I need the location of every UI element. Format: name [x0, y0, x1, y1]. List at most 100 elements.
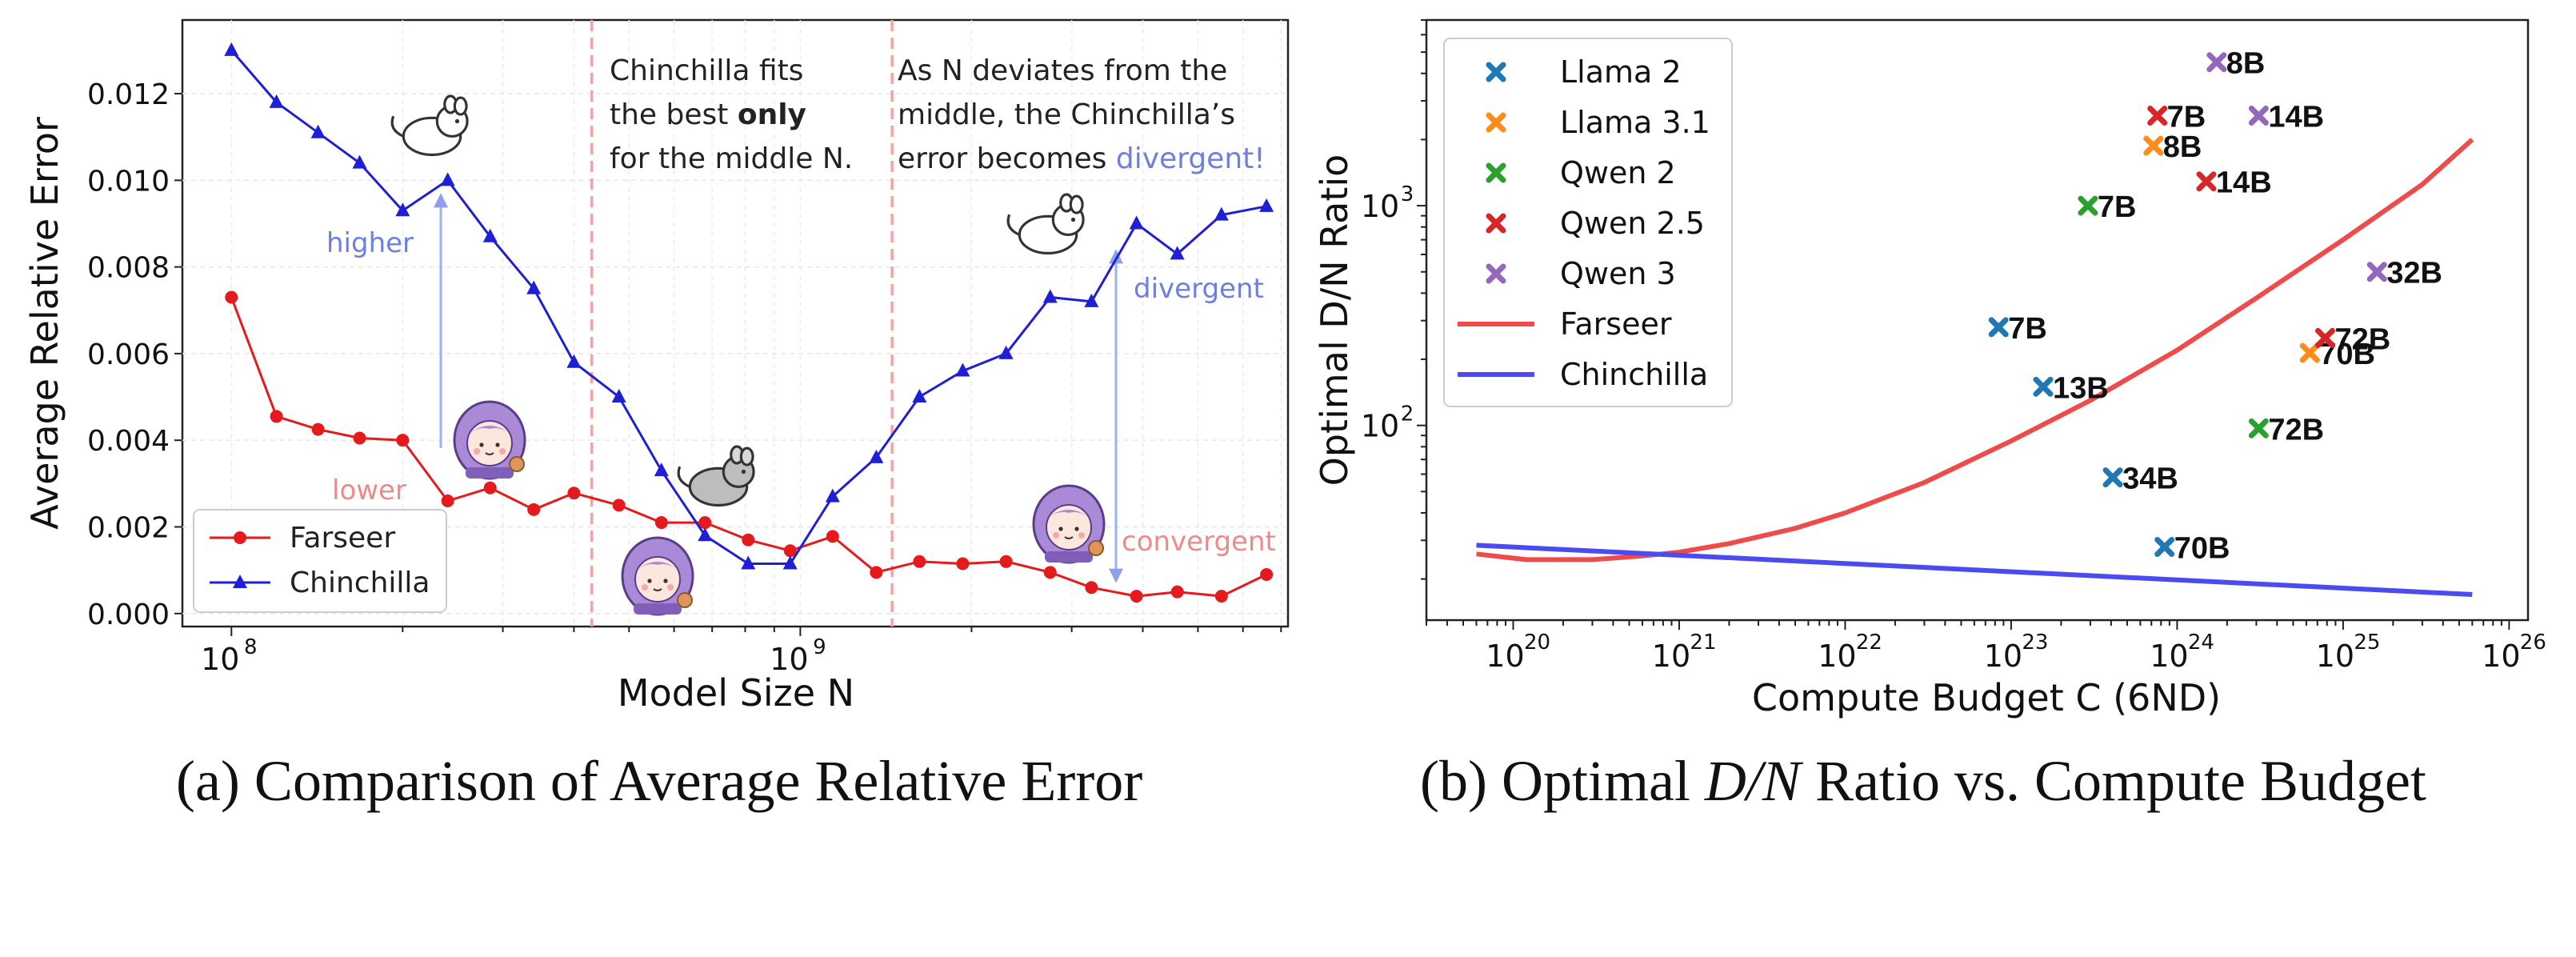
farseer-point — [527, 503, 541, 516]
x-tick-exponent: 9 — [813, 635, 826, 659]
model-point-label: 72B — [2268, 413, 2324, 446]
farseer-point — [1085, 581, 1098, 595]
farseer-point — [483, 481, 497, 495]
x-tick-label: 10 — [201, 642, 239, 677]
legend-label: Chinchilla — [1560, 357, 1708, 392]
chinchilla-point — [1129, 215, 1144, 230]
model-point-marker — [2078, 195, 2098, 216]
chinchilla-point — [310, 124, 326, 138]
x-tick-label: 10 — [2482, 639, 2520, 674]
x-tick-exponent: 25 — [2354, 631, 2380, 655]
farseer-point — [311, 422, 325, 436]
legend-label: Llama 3.1 — [1560, 105, 1710, 140]
x-tick-exponent: 8 — [244, 635, 258, 659]
chinchilla-point — [1042, 289, 1058, 303]
farseer-point — [698, 516, 712, 530]
model-point-label: 7B — [2008, 312, 2047, 346]
model-point-marker — [2366, 262, 2387, 282]
caption-b: (b) Optimal D/N Ratio vs. Compute Budget — [1420, 748, 2426, 815]
legend-label: Qwen 2 — [1560, 155, 1676, 190]
chinchilla-point — [440, 172, 455, 186]
y-tick-label: 10 — [1361, 409, 1399, 444]
farseer-curve — [1476, 138, 2474, 563]
model-point-marker — [2248, 418, 2269, 438]
model-point-marker — [2314, 327, 2335, 348]
farseer-point — [270, 410, 283, 423]
legend-farseer-label: Farseer — [290, 522, 395, 555]
farseer-point — [783, 544, 797, 558]
model-point-label: 32B — [2386, 257, 2442, 290]
caption-a-text: Comparison of Average Relative Error — [254, 749, 1143, 813]
farseer-girl-illustration-icon — [1032, 484, 1106, 564]
legend-marker — [1486, 62, 1506, 82]
x-tick-label: 10 — [1818, 639, 1856, 674]
farseer-girl-illustration-icon — [453, 400, 526, 480]
model-point-label: 8B — [2226, 47, 2266, 81]
caption-b-math: D/N — [1704, 749, 1801, 813]
farseer-point — [913, 555, 926, 568]
chinchilla-point — [869, 449, 884, 463]
x-tick-exponent: 23 — [2022, 631, 2048, 655]
y-tick-label: 0.012 — [87, 78, 170, 111]
model-point-marker — [2147, 106, 2168, 126]
x-tick-label: 10 — [2316, 639, 2354, 674]
chinchilla-point — [782, 555, 798, 570]
middle-annotation-line-3: for the middle N. — [610, 142, 853, 175]
x-tick-label: 10 — [2150, 639, 2188, 674]
caption-a-prefix: (a) — [176, 749, 240, 813]
legend-chinchilla-label: Chinchilla — [290, 567, 430, 599]
panel-a-series — [224, 42, 1274, 603]
farseer-girl-illustration-icon — [621, 536, 694, 616]
legend-label: Qwen 2.5 — [1560, 206, 1705, 241]
chinchilla-point — [395, 202, 410, 217]
chinchilla-point — [998, 345, 1014, 359]
y-tick-label: 0.008 — [87, 252, 170, 285]
model-point-marker — [2033, 376, 2054, 397]
model-point-marker — [2299, 342, 2320, 363]
middle-annotation-line-2: the best only — [610, 98, 806, 131]
panel-b-x-ticks: 10 20 10 21 10 22 10 23 10 24 10 25 10 26 — [1426, 620, 2546, 674]
chinchilla-curve — [1476, 543, 2473, 597]
chinchilla-point — [1259, 198, 1274, 212]
chinchilla-point — [912, 389, 927, 403]
model-point-marker — [2154, 536, 2175, 557]
higher-label: higher — [326, 227, 414, 259]
chinchilla-point — [224, 42, 239, 56]
y-tick-exponent: 3 — [1401, 182, 1414, 206]
model-point-label: 14B — [2268, 101, 2324, 134]
panel-b-legend: Llama 2 Llama 3.1 Qwen 2 Qwen 2.5 Qwen 3 Fars… — [1443, 38, 1733, 407]
legend-farseer-marker — [234, 531, 246, 544]
chinchilla-point — [566, 354, 582, 368]
x-tick-exponent: 24 — [2188, 631, 2214, 655]
farseer-point — [225, 290, 238, 304]
model-point-label: 72B — [2334, 322, 2390, 356]
x-tick-label: 10 — [1652, 639, 1690, 674]
chinchilla-point — [526, 280, 542, 294]
right-annotation-line-1: As N deviates from the — [898, 54, 1227, 87]
panel-a-legend: Farseer Chinchilla — [193, 509, 447, 613]
model-point-label: 13B — [2053, 371, 2109, 405]
panel-a-middle-annotation: Chinchilla fits the best only for the mi… — [610, 54, 853, 175]
chinchilla-point — [955, 362, 970, 377]
x-tick-exponent: 20 — [1524, 631, 1550, 655]
farseer-point — [612, 499, 626, 512]
farseer-point — [1130, 590, 1143, 603]
farseer-point — [353, 431, 366, 445]
right-annotation-line-3: error becomes divergent! — [898, 142, 1266, 175]
model-point-label: 8B — [2163, 130, 2202, 164]
caption-b-prefix: (b) — [1420, 749, 1487, 813]
chinchilla-point — [269, 94, 284, 108]
legend-marker — [1486, 263, 1506, 284]
panel-b-x-axis-label: Compute Budget C (6ND) — [1752, 676, 2221, 719]
caption-a: (a) Comparison of Average Relative Error — [176, 748, 1142, 815]
panel-a-y-axis-label: Average Relative Error — [23, 117, 66, 530]
legend-label: Qwen 3 — [1560, 256, 1676, 291]
chinchilla-point — [698, 527, 713, 542]
y-tick-label: 10 — [1361, 189, 1399, 224]
model-point-marker — [1988, 317, 2009, 338]
x-tick-label: 10 — [1984, 639, 2022, 674]
farseer-point — [654, 516, 668, 530]
x-tick-label: 10 — [1486, 639, 1524, 674]
farseer-point — [1043, 566, 1057, 579]
